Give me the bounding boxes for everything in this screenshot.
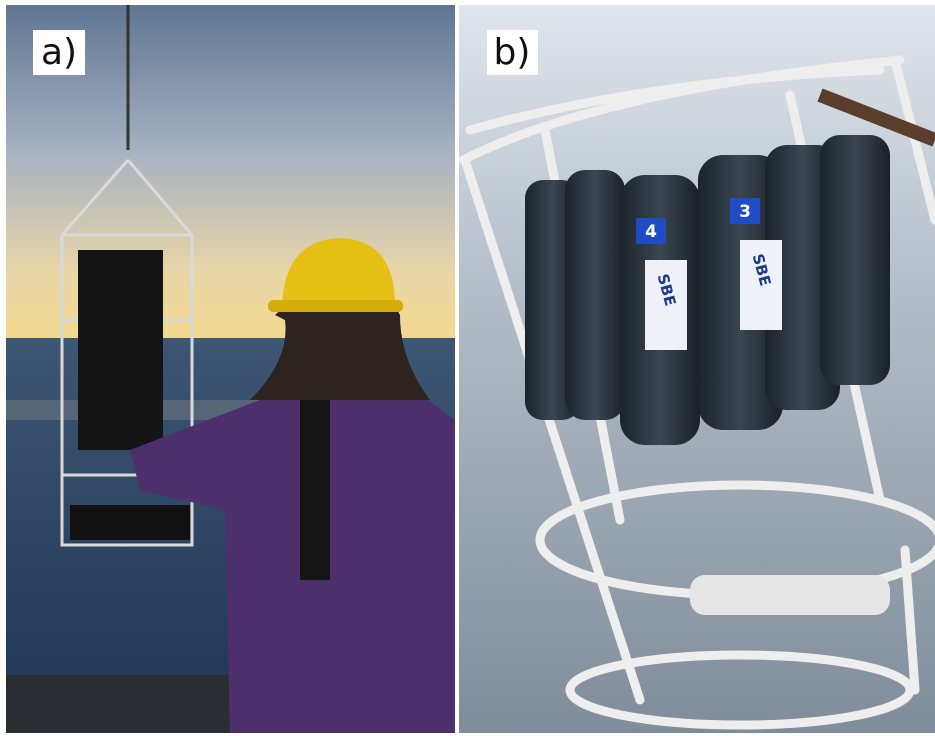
photo-b: 4 3 SBE SBE bbox=[459, 5, 935, 735]
ctd-housing bbox=[690, 575, 890, 615]
panel-label: a) bbox=[41, 32, 77, 73]
bottle-number: 4 bbox=[645, 222, 657, 242]
ctd-instrument bbox=[78, 250, 163, 450]
panel-label: b) bbox=[494, 32, 531, 73]
sampling-bottles bbox=[525, 135, 890, 445]
figure: a) 4 3 SBE SBE bbox=[0, 0, 935, 736]
bottle-number: 3 bbox=[739, 202, 751, 222]
helmet-brim bbox=[268, 300, 403, 312]
ship-rail bbox=[6, 675, 246, 735]
backpack-strap bbox=[300, 380, 330, 580]
photo-a bbox=[6, 5, 455, 736]
ctd-base bbox=[70, 505, 190, 540]
page: a) 4 3 SBE SBE bbox=[0, 0, 935, 736]
